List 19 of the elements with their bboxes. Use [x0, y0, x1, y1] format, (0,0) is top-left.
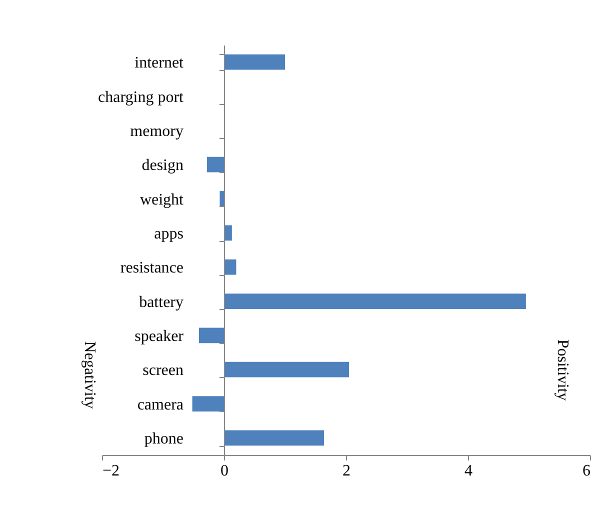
- y-tick-label: weight: [140, 191, 184, 208]
- y-tick-label: charging port: [98, 88, 184, 106]
- y-tick-label: design: [142, 157, 184, 174]
- y-tick-label: internet: [134, 54, 184, 72]
- y-tick-label: memory: [130, 122, 184, 140]
- y-tick-label: apps: [154, 225, 184, 242]
- y-tick-label: phone: [144, 430, 184, 448]
- y-tick-label: resistance: [120, 260, 184, 277]
- x-tick-label: 4: [464, 462, 472, 480]
- x-tick-label: −2: [102, 462, 120, 480]
- x-tick-label: 0: [220, 462, 228, 480]
- annotation: Positivity: [554, 339, 571, 401]
- x-tick-label: 6: [582, 462, 590, 480]
- y-tick-label: speaker: [134, 328, 184, 345]
- y-tick-label: battery: [139, 294, 184, 311]
- x-tick-label: 2: [342, 462, 350, 480]
- y-tick-label: screen: [142, 362, 184, 380]
- text: Negativity: [81, 341, 98, 409]
- y-tick-label: camera: [137, 396, 184, 414]
